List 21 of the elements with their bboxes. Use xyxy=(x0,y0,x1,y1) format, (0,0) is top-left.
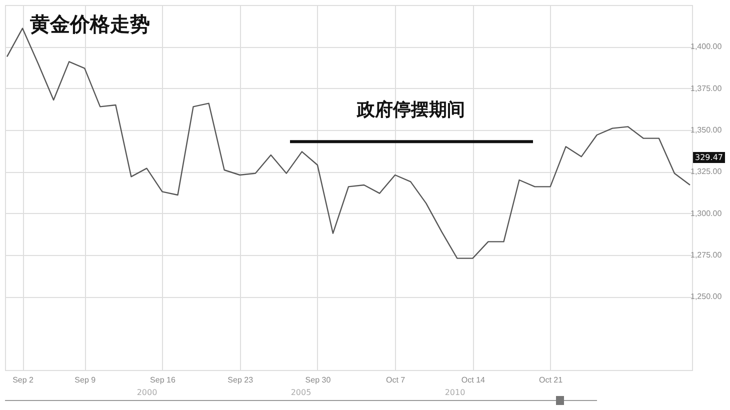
x-tick-label: Sep 23 xyxy=(228,376,254,384)
y-tick-label: 1,325.00 xyxy=(690,167,722,176)
y-tick-label: 1,375.00 xyxy=(690,84,722,93)
text: 329.47 xyxy=(693,152,725,163)
y-tick-label: 1,350.00 xyxy=(690,126,722,134)
text: 2010 xyxy=(444,388,466,397)
x-tick-label: Sep 16 xyxy=(150,376,176,384)
x-tick-label: Oct 14 xyxy=(461,376,486,384)
y-tick-label: 1,275.00 xyxy=(690,250,722,260)
x-tick-label: Sep 2 xyxy=(12,376,34,384)
text: 2000 xyxy=(136,388,158,397)
ref-line-label: 政府停摆期间 xyxy=(356,100,465,121)
x-tick-label: Oct 7 xyxy=(386,376,406,384)
text: 2005 xyxy=(290,388,312,397)
x-tick-label: Oct 21 xyxy=(539,376,564,384)
x-tick-label: Sep 30 xyxy=(305,376,332,384)
y-tick-label: 1,300.00 xyxy=(690,208,722,218)
y-tick-label: 1,250.00 xyxy=(690,292,722,302)
x-tick-label: Sep 9 xyxy=(74,376,96,384)
chart-title: 黄金价格走势 xyxy=(29,12,150,36)
y-tick-label: 1,400.00 xyxy=(690,42,722,52)
